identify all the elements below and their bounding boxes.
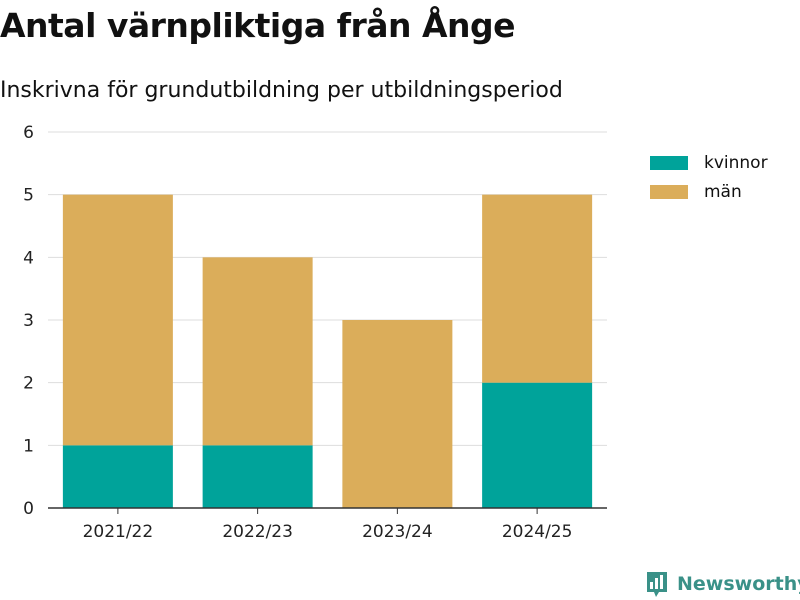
y-tick-label-1: 1 (23, 436, 34, 456)
bar-kvinnor-2024-25 (482, 382, 593, 508)
bar-man-2024-25 (482, 194, 593, 383)
y-tick-label-5: 5 (23, 186, 34, 206)
y-tick-label-2: 2 (23, 374, 34, 394)
y-tick-label-3: 3 (23, 311, 34, 331)
x-tick-label-2021-22: 2021/22 (83, 522, 154, 542)
x-tick-label-2023-24: 2023/24 (362, 522, 433, 542)
bar-kvinnor-2022-23 (202, 445, 313, 508)
legend-swatch-kvinnor (650, 155, 688, 170)
legend-label-man: män (704, 181, 742, 202)
bar-man-2022-23 (202, 257, 313, 446)
brand-logo: Newsworthy (645, 570, 800, 598)
bar-man-2021-22 (62, 194, 173, 446)
brand-name: Newsworthy (677, 573, 800, 595)
legend: kvinnor män (650, 148, 768, 206)
legend-item-kvinnor: kvinnor (650, 148, 768, 177)
chart-subtitle: Inskrivna för grundutbildning per utbild… (0, 78, 563, 103)
y-tick-label-4: 4 (23, 248, 34, 268)
legend-swatch-man (650, 184, 688, 199)
legend-label-kvinnor: kvinnor (704, 152, 768, 173)
x-tick-label-2022-23: 2022/23 (222, 522, 293, 542)
x-tick-label-2024-25: 2024/25 (502, 522, 573, 542)
y-tick-label-6: 6 (23, 123, 34, 143)
newsworthy-logo-icon (647, 572, 667, 597)
y-tick-label-0: 0 (23, 499, 34, 519)
chart-title: Antal värnpliktiga från Ånge (0, 6, 516, 45)
bar-man-2023-24 (342, 320, 453, 508)
bar-kvinnor-2021-22 (62, 445, 173, 508)
legend-item-man: män (650, 177, 768, 206)
